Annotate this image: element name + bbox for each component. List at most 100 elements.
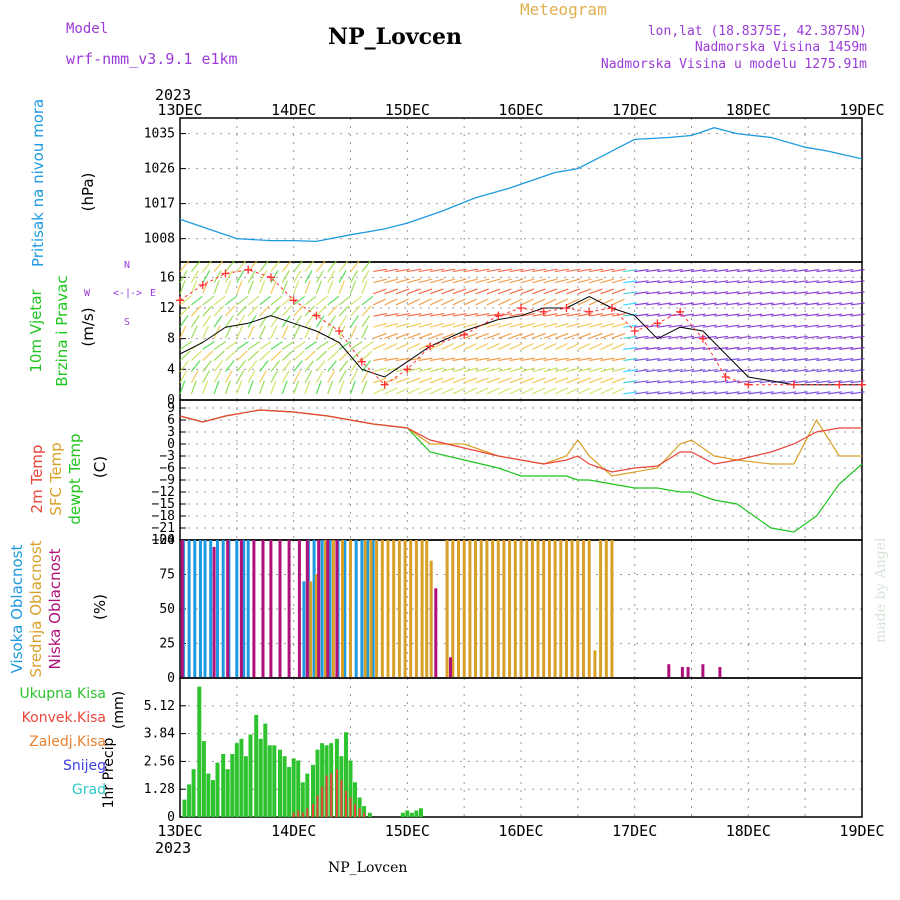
total-precip-bar <box>315 749 320 817</box>
wind-barb <box>714 302 729 306</box>
wind-barb <box>691 380 706 384</box>
wind-barb <box>202 341 215 350</box>
mid-cloud-bar <box>380 540 384 678</box>
wind-barb <box>270 295 283 306</box>
wind-barb <box>611 357 626 362</box>
wind-barb <box>509 357 524 362</box>
wind-barb <box>839 335 854 339</box>
total-precip-bar <box>254 714 259 817</box>
wind-barb <box>395 357 410 362</box>
wind-barb <box>498 288 512 295</box>
wind-barb <box>236 325 244 339</box>
wind-barb <box>463 288 478 295</box>
wind-barb <box>691 280 706 284</box>
y-tick-label: −24 <box>152 533 176 548</box>
wind-barb <box>725 358 740 362</box>
wind-barb <box>520 342 534 350</box>
wind-barb <box>805 269 820 273</box>
wind-barb <box>315 270 324 284</box>
wind-barb <box>441 278 456 284</box>
wind-barb <box>475 298 489 306</box>
y-tick-label: 0 <box>167 437 175 452</box>
total-precip-bar <box>182 799 187 817</box>
wind-barb <box>349 280 357 295</box>
wind-barb <box>657 269 672 273</box>
wind-barb <box>577 288 592 295</box>
low-cloud-bar <box>680 667 684 678</box>
wind-barb <box>373 377 387 384</box>
wind-barb <box>281 380 288 395</box>
wind-barb <box>304 341 317 350</box>
wind-barb <box>429 313 445 317</box>
wind-barb <box>566 357 581 362</box>
wind-barb <box>441 332 455 339</box>
top-x-tick-label: 17DEC <box>612 101 657 119</box>
low-cloud-bar <box>212 546 216 678</box>
low-cloud-bar <box>701 664 705 678</box>
low-cloud-bar <box>434 588 438 678</box>
y-tick-label: 1008 <box>144 232 175 247</box>
wind-barb <box>270 270 279 283</box>
wind-barb <box>554 322 569 328</box>
wind-barb <box>532 342 546 350</box>
wind-barb <box>338 315 348 328</box>
wind-barb <box>475 278 490 284</box>
wind-barb <box>816 335 831 339</box>
wind-barb <box>782 358 797 362</box>
total-precip-bar <box>221 754 226 817</box>
wind-barb <box>725 280 740 284</box>
mid-cloud-bar <box>425 540 429 678</box>
wind-barb <box>634 313 649 317</box>
wind-barb <box>748 335 763 339</box>
wind-barb <box>418 377 433 384</box>
wind-barb <box>236 360 246 373</box>
total-precip-bar <box>282 756 287 817</box>
y-tick-label: 25 <box>159 637 175 652</box>
wind-speed-line <box>179 295 862 386</box>
wind-barb <box>554 278 569 284</box>
wind-barb <box>691 269 706 273</box>
wind-barb <box>827 358 842 362</box>
wind-barb <box>429 298 444 306</box>
wind-barb <box>281 325 289 339</box>
total-precip-bar <box>311 764 315 817</box>
wind-barb <box>441 288 455 295</box>
wind-barb <box>315 305 327 317</box>
wind-barb <box>566 322 581 328</box>
mid-cloud-bar <box>587 540 591 678</box>
wind-barb <box>304 270 313 283</box>
wind-barb <box>748 280 763 284</box>
wind-barb <box>736 324 751 328</box>
wind-barb <box>816 291 831 295</box>
wind-barb <box>452 278 467 284</box>
y-tick-label: 2.56 <box>144 754 175 769</box>
wind-barb <box>179 305 190 317</box>
wind-barb <box>850 369 865 373</box>
wind-barb <box>543 322 558 328</box>
wind-barb <box>202 370 211 384</box>
wind-barb <box>736 291 751 295</box>
wind-barb <box>634 302 649 306</box>
wind-barb <box>577 322 592 328</box>
conv-precip-bar <box>340 780 343 817</box>
bottom-x-tick-label: 19DEC <box>839 822 884 840</box>
wind-barb <box>793 269 808 273</box>
total-precip-bar <box>201 741 206 817</box>
wind-barb <box>509 278 524 284</box>
wind-barb <box>315 280 322 295</box>
wind-barb <box>588 298 603 306</box>
wind-barb <box>657 280 672 284</box>
wind-barb <box>793 391 808 395</box>
wind-barb <box>293 380 300 395</box>
total-precip-bar <box>400 812 405 817</box>
wind-barb <box>691 358 706 362</box>
wind-barb <box>452 342 466 350</box>
wind-barb <box>498 367 512 373</box>
mid-cloud-bar <box>565 540 568 678</box>
wind-barb <box>464 268 479 273</box>
legend-graupel: Grad <box>71 782 106 798</box>
wind-barb <box>293 305 304 317</box>
mid-cloud-bar <box>341 540 344 678</box>
total-precip-bar <box>287 767 292 817</box>
wind-barb <box>179 360 190 373</box>
